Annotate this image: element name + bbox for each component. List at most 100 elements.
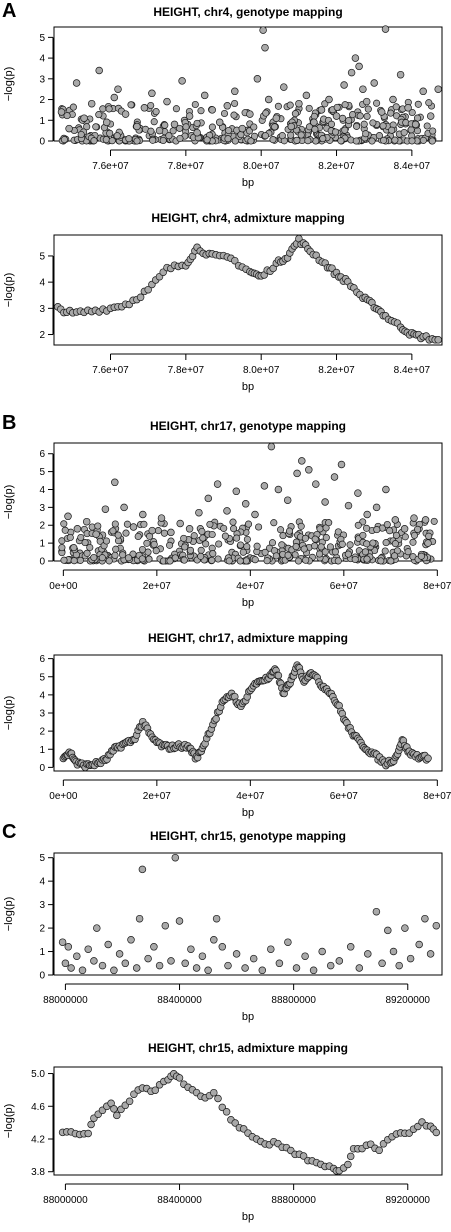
data-point: [90, 957, 98, 965]
data-point: [237, 131, 245, 139]
data-point: [145, 555, 153, 563]
data-point: [198, 952, 207, 960]
data-point: [294, 557, 303, 565]
data-point: [326, 961, 335, 970]
x-tick-label: 2e+07: [143, 581, 172, 592]
data-point: [251, 132, 259, 140]
data-point: [246, 110, 254, 118]
data-point: [78, 966, 87, 975]
data-point: [346, 1152, 355, 1161]
data-point: [180, 556, 188, 564]
data-point: [423, 122, 431, 130]
y-tick-label: 4: [39, 690, 45, 701]
data-point: [391, 136, 399, 144]
data-point: [236, 557, 244, 565]
y-tick-label: 0: [39, 971, 45, 982]
data-point: [244, 520, 253, 528]
data-point: [267, 442, 276, 451]
data-point: [428, 137, 436, 145]
data-point: [67, 964, 75, 972]
data-point: [432, 1128, 441, 1137]
data-point: [185, 525, 194, 533]
data-point: [362, 524, 371, 532]
data-point: [208, 556, 216, 564]
data-point: [237, 541, 245, 549]
data-point: [317, 106, 326, 114]
data-point: [61, 959, 70, 968]
data-point: [121, 959, 130, 968]
data-point: [400, 525, 409, 533]
data-point: [77, 130, 85, 139]
data-point: [166, 541, 174, 549]
data-point: [337, 137, 345, 145]
data-point: [233, 534, 241, 542]
data-point: [429, 127, 437, 135]
data-point: [382, 539, 390, 547]
data-point: [286, 101, 294, 109]
data-point: [363, 510, 371, 519]
data-point: [361, 548, 369, 556]
x-tick-label: 89200000: [386, 995, 431, 1006]
y-tick-label: 4: [39, 877, 45, 888]
data-point: [302, 91, 311, 100]
data-point: [150, 540, 158, 548]
plot-frame: [53, 1066, 443, 1176]
data-point: [426, 112, 435, 120]
data-point: [395, 961, 403, 970]
data-point: [84, 945, 92, 953]
data-point: [414, 1122, 422, 1131]
data-point: [64, 512, 72, 521]
data-point: [351, 54, 360, 62]
data-point: [261, 43, 269, 52]
data-point: [259, 26, 267, 34]
data-point: [58, 938, 67, 946]
data-point: [90, 553, 98, 562]
data-point: [202, 540, 210, 548]
data-point: [60, 520, 68, 528]
data-point: [312, 137, 320, 145]
data-point: [401, 924, 409, 932]
data-point: [419, 87, 427, 96]
data-point: [193, 128, 201, 137]
x-tick-label: 8.0e+07: [243, 365, 280, 376]
data-point: [241, 964, 249, 972]
y-tick-label: 1: [39, 539, 45, 550]
data-point: [81, 539, 89, 547]
data-point: [82, 517, 91, 526]
data-point: [249, 954, 258, 963]
data-point: [250, 123, 258, 131]
data-point: [392, 103, 400, 111]
data-point: [70, 544, 78, 552]
data-point: [138, 865, 147, 874]
data-point: [175, 917, 184, 925]
x-tick-label: 8.2e+07: [318, 365, 355, 376]
x-axis-label: bp: [242, 381, 254, 393]
data-point: [120, 503, 128, 512]
data-point: [198, 527, 206, 536]
chart-title: HEIGHT, chr17, genotype mapping: [150, 419, 346, 433]
y-tick-label: 5: [39, 672, 45, 683]
data-point: [315, 550, 324, 558]
x-tick-label: 88400000: [157, 1195, 202, 1206]
plot-frame: [53, 234, 443, 346]
data-point: [262, 109, 270, 117]
x-tick-label: 6e+07: [330, 581, 359, 592]
data-point: [322, 534, 330, 542]
chart-title: HEIGHT, chr4, genotype mapping: [153, 5, 342, 19]
y-tick-label: 5: [39, 251, 45, 262]
data-point: [92, 123, 100, 131]
y-tick-label: 5: [39, 853, 45, 864]
y-tick-label: 5: [39, 467, 45, 478]
data-point: [391, 540, 399, 548]
data-point: [353, 122, 361, 130]
data-point: [287, 131, 295, 139]
data-point: [144, 954, 152, 963]
y-tick-label: 2: [39, 330, 45, 341]
x-tick-label: 88400000: [157, 995, 202, 1006]
data-point: [143, 539, 151, 547]
data-point: [297, 131, 305, 139]
data-point: [247, 137, 255, 145]
data-point: [176, 519, 184, 528]
data-point: [229, 518, 237, 526]
data-point: [264, 95, 273, 104]
